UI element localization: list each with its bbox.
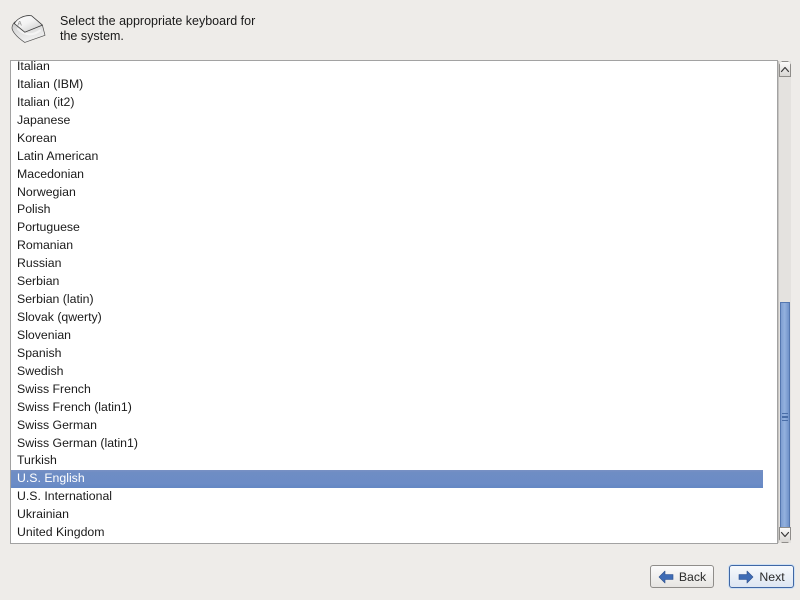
- svg-text:A: A: [17, 21, 22, 28]
